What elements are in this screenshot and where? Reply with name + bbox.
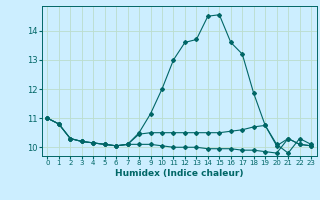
X-axis label: Humidex (Indice chaleur): Humidex (Indice chaleur): [115, 169, 244, 178]
